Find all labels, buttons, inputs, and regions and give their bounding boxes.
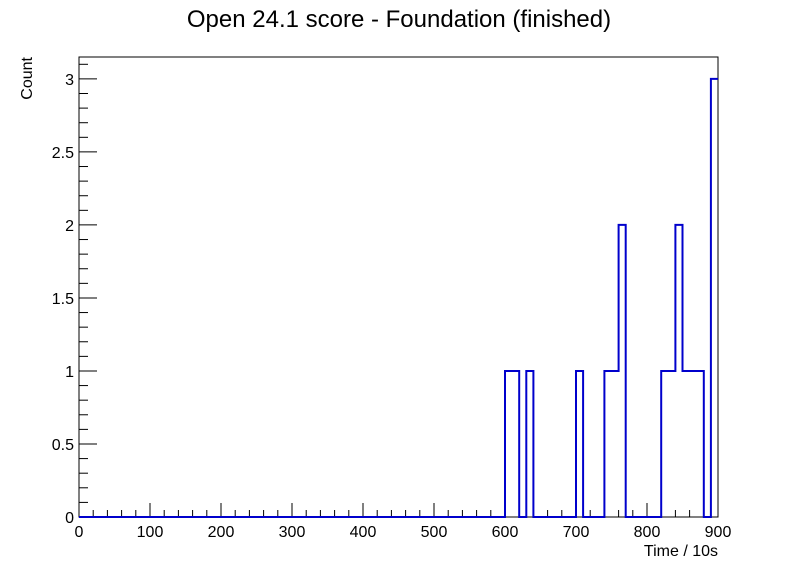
y-tick-label: 0.5: [52, 437, 74, 454]
x-axis-label: Time / 10s: [644, 543, 718, 560]
x-tick-label: 800: [634, 524, 661, 541]
y-tick-label: 2.5: [52, 145, 74, 162]
x-tick-label: 200: [208, 524, 235, 541]
y-tick-label: 3: [65, 72, 74, 89]
chart-title: Open 24.1 score - Foundation (finished): [187, 6, 611, 33]
y-axis-label: Count: [19, 56, 36, 99]
x-tick-label: 400: [350, 524, 377, 541]
histogram-series-line: [79, 77, 718, 518]
y-tick-label: 2: [65, 218, 74, 235]
x-tick-label: 0: [75, 524, 84, 541]
x-tick-label: 300: [279, 524, 306, 541]
y-tick-label: 1.5: [52, 291, 74, 308]
x-tick-label: 100: [137, 524, 164, 541]
x-tick-label: 900: [705, 524, 732, 541]
plot-frame: [78, 56, 719, 518]
x-tick-label: 600: [492, 524, 519, 541]
y-axis-tick-labels: 0 0.5 1 1.5 2 2.5 3: [52, 72, 74, 527]
y-axis-ticks: [79, 63, 97, 518]
x-axis-ticks: [78, 503, 719, 517]
x-tick-label: 700: [563, 524, 590, 541]
x-axis-tick-labels: 0 100 200 300 400 500 600 700 800 900: [75, 524, 732, 541]
y-tick-label: 0: [65, 510, 74, 527]
x-tick-label: 500: [421, 524, 448, 541]
y-tick-label: 1: [65, 364, 74, 381]
